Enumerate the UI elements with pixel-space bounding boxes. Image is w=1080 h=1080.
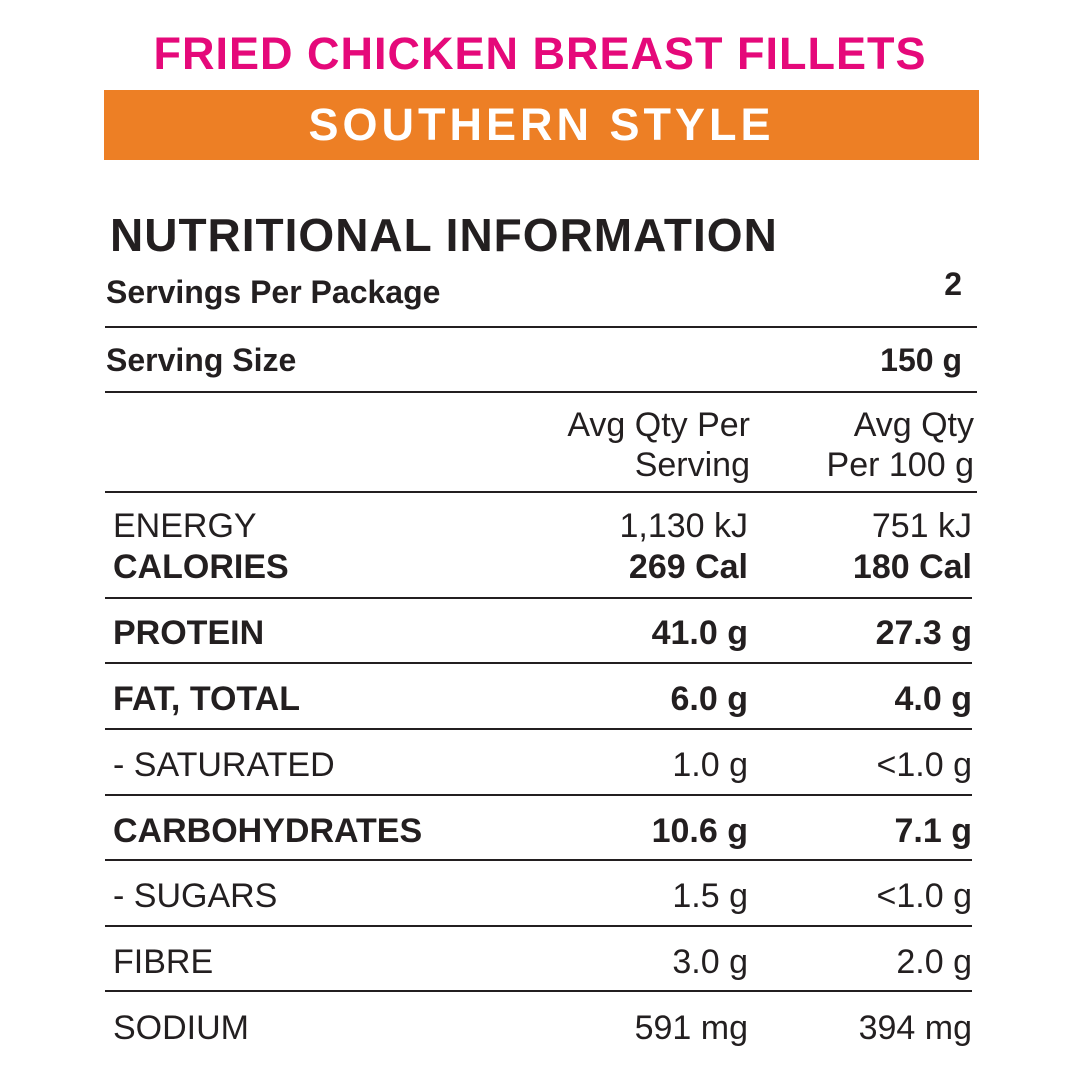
nutrient-label: SODIUM (113, 1009, 249, 1047)
column-header-per-serving: Avg Qty Per Serving (567, 405, 750, 485)
product-title: FRIED CHICKEN BREAST FILLETS (153, 28, 927, 79)
per-100g-value: 27.3 g (875, 614, 972, 652)
per-100g-value: 7.1 g (894, 812, 972, 850)
nutrient-label: FIBRE (113, 943, 214, 981)
per-serving-value: 41.0 g (651, 614, 748, 652)
servings-per-package-label: Servings Per Package (106, 274, 441, 310)
per-serving-value: 591 mg (634, 1009, 748, 1047)
per-100g-value: 751 kJ (871, 507, 972, 545)
per-serving-value: 1.0 g (672, 746, 748, 784)
column-header-line: Avg Qty (853, 406, 974, 444)
per-serving-value: 1,130 kJ (619, 507, 748, 545)
divider (105, 728, 972, 730)
nutrient-label: PROTEIN (113, 614, 265, 652)
divider (105, 990, 972, 992)
divider (105, 491, 977, 493)
divider (105, 794, 972, 796)
column-header-line: Per 100 g (826, 446, 974, 484)
column-header-per-100g: Avg Qty Per 100 g (827, 405, 974, 485)
nutrient-label: FAT, TOTAL (113, 680, 300, 718)
per-serving-value: 269 Cal (628, 548, 748, 586)
divider (105, 662, 972, 664)
subtitle-banner: SOUTHERN STYLE (104, 90, 979, 160)
per-100g-value: 4.0 g (894, 680, 972, 718)
per-100g-value: <1.0 g (876, 877, 972, 915)
nutrient-label: - SATURATED (113, 746, 335, 784)
divider (105, 326, 977, 328)
divider (105, 925, 972, 927)
panel-heading: NUTRITIONAL INFORMATION (110, 209, 778, 261)
divider (105, 859, 972, 861)
servings-per-package-value: 2 (944, 266, 962, 302)
column-header-line: Serving (634, 446, 750, 484)
serving-size-value: 150 g (880, 342, 962, 378)
serving-size-label: Serving Size (106, 342, 297, 378)
nutrient-label: CALORIES (113, 548, 289, 586)
per-serving-value: 3.0 g (672, 943, 748, 981)
per-serving-value: 10.6 g (651, 812, 748, 850)
per-100g-value: 180 Cal (852, 548, 972, 586)
per-serving-value: 6.0 g (670, 680, 748, 718)
nutrient-label: ENERGY (113, 507, 257, 545)
per-100g-value: 394 mg (858, 1009, 972, 1047)
nutrient-label: - SUGARS (113, 877, 278, 915)
per-100g-value: <1.0 g (876, 746, 972, 784)
per-100g-value: 2.0 g (896, 943, 972, 981)
divider (105, 597, 972, 599)
per-serving-value: 1.5 g (672, 877, 748, 915)
column-header-line: Avg Qty Per (567, 406, 750, 444)
subtitle: SOUTHERN STYLE (308, 99, 775, 150)
divider (105, 391, 977, 393)
nutrient-label: CARBOHYDRATES (113, 812, 423, 850)
